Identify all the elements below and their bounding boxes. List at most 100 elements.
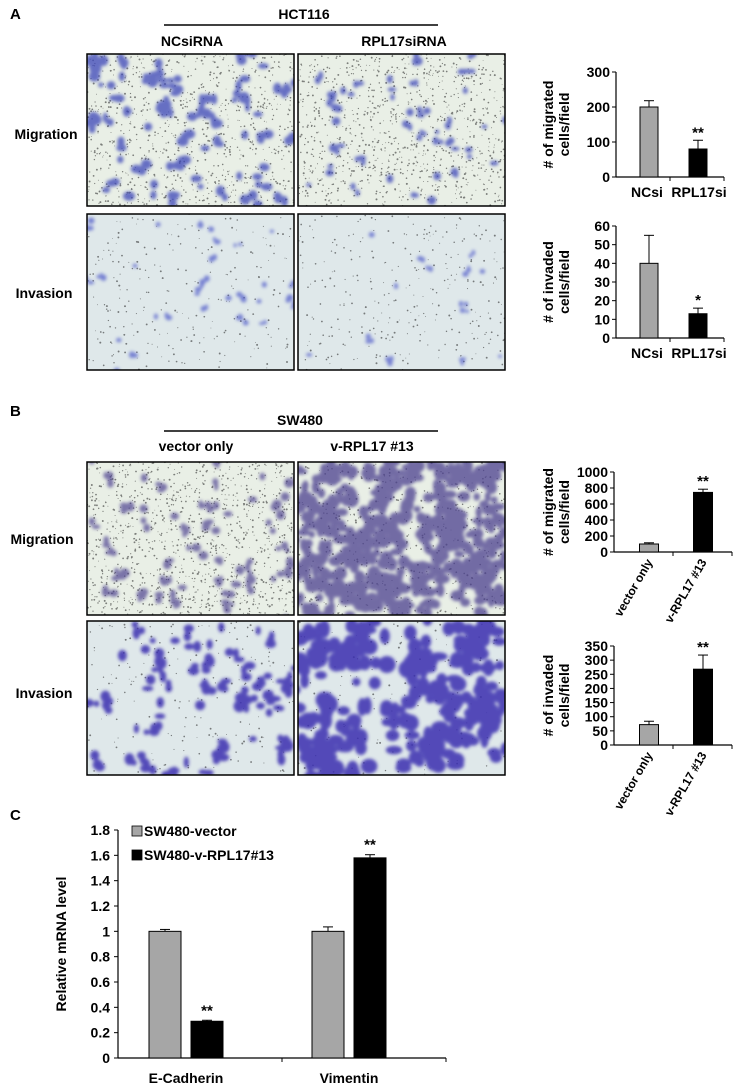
bar	[311, 930, 345, 1059]
column-label-b-2: v-RPL17 #13	[330, 438, 413, 454]
panel-letter-b: B	[10, 403, 21, 420]
y-tick-label: 1	[102, 923, 110, 939]
y-tick-label: 600	[585, 496, 609, 512]
significance-marker: **	[697, 639, 709, 656]
category-label: E-Cadherin	[149, 1070, 224, 1086]
y-tick-label: 0	[600, 544, 608, 560]
cell-line-label-a: HCT116	[278, 6, 330, 22]
category-label: vector only	[611, 749, 655, 812]
bar	[693, 668, 713, 746]
y-axis-label: cells/field	[556, 93, 572, 157]
y-tick-label: 1000	[577, 464, 608, 480]
y-tick-label: 20	[594, 293, 610, 309]
y-tick-label: 50	[592, 723, 608, 739]
row-label-a-migration: Migration	[15, 126, 78, 142]
bar	[639, 543, 659, 553]
row-label-a-invasion: Invasion	[16, 285, 73, 301]
y-tick-label: 10	[594, 311, 610, 327]
y-tick-label: 200	[585, 680, 609, 696]
y-tick-label: 150	[585, 695, 609, 711]
y-axis-label: # of invaded	[540, 241, 556, 323]
y-axis-label: Relative mRNA level	[53, 877, 69, 1012]
y-tick-label: 100	[585, 709, 609, 725]
category-label: v-RPL17 #13	[662, 556, 710, 625]
micrograph-a-ncsi-migration	[86, 53, 295, 207]
y-tick-label: 1.4	[91, 873, 111, 889]
y-tick-label: 0	[600, 737, 608, 753]
column-label-a-1: NCsiRNA	[161, 33, 223, 49]
y-tick-label: 800	[585, 480, 609, 496]
category-label: RPL17si	[671, 345, 726, 361]
y-tick-label: 30	[594, 274, 610, 290]
column-label-b-1: vector only	[159, 438, 234, 454]
y-axis-label: # of migrated	[540, 468, 556, 556]
y-tick-label: 0.8	[91, 949, 111, 965]
y-tick-label: 200	[587, 99, 611, 115]
row-label-b-invasion: Invasion	[16, 685, 73, 701]
y-tick-label: 40	[594, 255, 610, 271]
y-tick-label: 60	[594, 218, 610, 234]
legend-label: SW480-v-RPL17#13	[144, 847, 274, 863]
category-label: vector only	[611, 556, 655, 619]
cell-line-label-b: SW480	[277, 412, 323, 428]
y-axis-label: cells/field	[556, 250, 572, 314]
bar	[190, 1020, 224, 1059]
y-tick-label: 0.6	[91, 974, 111, 990]
category-label: RPL17si	[671, 184, 726, 200]
chart-a-invasion: 0 10 20 30 40 50 60 NCsi * RPL17si # of invaded cel…	[540, 218, 727, 361]
y-tick-label: 200	[585, 528, 609, 544]
bar	[693, 491, 713, 553]
y-tick-label: 0.2	[91, 1025, 111, 1041]
row-label-b-migration: Migration	[11, 531, 74, 547]
y-tick-label: 1.2	[91, 898, 111, 914]
category-label: Vimentin	[320, 1070, 379, 1086]
chart-a-migration: 0 100 200 300 NCsi ** RPL17si # of migrated cell…	[540, 64, 727, 200]
bar	[688, 148, 708, 178]
y-tick-label: 0	[102, 1050, 110, 1066]
chart-c-mrna: 0 0.2 0.4 0.6 0.8 1 1.2 1.4 1.6 1.8 SW480-vector **…	[53, 822, 447, 1086]
micrograph-b-rpl17-invasion	[297, 620, 506, 776]
y-tick-label: 100	[587, 134, 611, 150]
y-axis-label: # of migrated	[540, 81, 556, 169]
panel-letter-c: C	[10, 807, 21, 824]
y-tick-label: 400	[585, 512, 609, 528]
significance-marker: *	[695, 292, 701, 309]
significance-marker: **	[692, 124, 704, 141]
micrograph-b-vector-migration	[86, 461, 295, 616]
bar	[639, 106, 659, 178]
y-tick-label: 250	[585, 666, 609, 682]
y-tick-label: 0	[602, 330, 610, 346]
y-tick-label: 50	[594, 237, 610, 253]
column-label-a-2: RPL17siRNA	[361, 33, 447, 49]
y-tick-label: 0.4	[91, 999, 111, 1015]
bar	[688, 313, 708, 339]
significance-marker: **	[697, 473, 709, 490]
category-label: NCsi	[631, 345, 663, 361]
bar	[148, 930, 182, 1059]
significance-marker: **	[201, 1002, 213, 1019]
y-tick-label: 1.6	[91, 847, 111, 863]
y-tick-label: 300	[587, 64, 611, 80]
y-axis-label: cells/field	[556, 664, 572, 728]
bar	[353, 857, 387, 1059]
significance-marker: **	[364, 837, 376, 854]
y-axis-label: cells/field	[556, 480, 572, 544]
legend-swatch	[131, 849, 143, 861]
y-axis-label: # of invaded	[540, 655, 556, 737]
y-tick-label: 1.8	[91, 822, 111, 838]
micrograph-b-rpl17-migration	[297, 461, 506, 616]
y-tick-label: 350	[585, 638, 609, 654]
micrograph-b-vector-invasion	[86, 620, 295, 776]
panel-letter-a: A	[10, 6, 21, 23]
category-label: v-RPL17 #13	[662, 749, 710, 818]
legend-label: SW480-vector	[144, 823, 237, 839]
micrograph-a-ncsi-invasion	[86, 213, 295, 371]
y-tick-label: 300	[585, 652, 609, 668]
bar	[639, 724, 659, 746]
micrograph-a-rpl17si-invasion	[297, 213, 506, 371]
legend-swatch	[131, 825, 143, 837]
bar	[639, 262, 659, 339]
